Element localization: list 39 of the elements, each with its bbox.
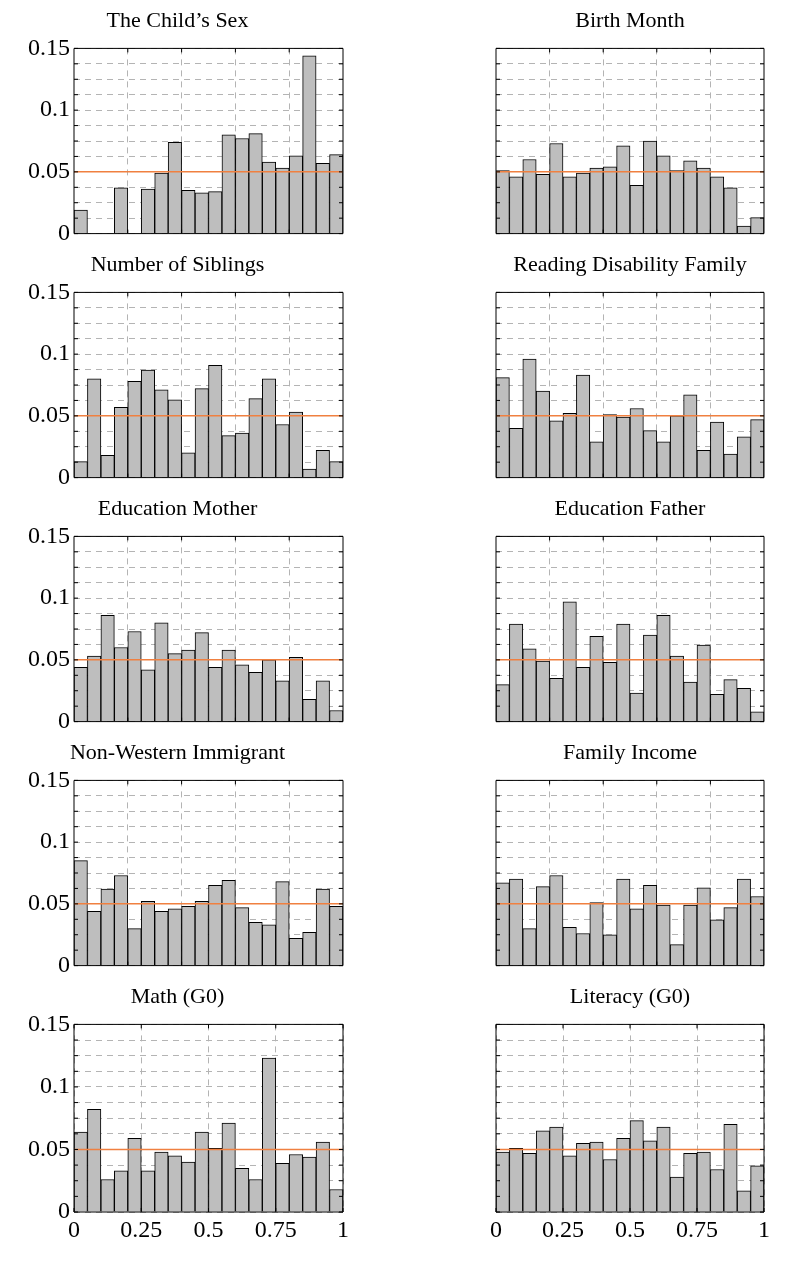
- chart-title: Birth Month: [575, 6, 685, 32]
- y-tick-label: 0.05: [28, 1134, 70, 1161]
- x-tick-label: 0.25: [542, 1215, 584, 1242]
- y-tick-label: 0.15: [28, 277, 70, 304]
- y-tick-label: 0.05: [28, 401, 70, 428]
- x-tick-label: 1: [337, 1215, 349, 1242]
- y-tick-label: 0: [58, 950, 70, 977]
- x-tick-label: 0.5: [193, 1215, 224, 1242]
- chart-title: Education Father: [554, 494, 707, 520]
- y-tick-label: 0: [58, 462, 70, 489]
- y-tick-label: 0.15: [28, 33, 70, 60]
- chart-title: Number of Siblings: [90, 250, 265, 276]
- y-tick-label: 0.1: [40, 339, 70, 366]
- x-tick-label: 0: [490, 1215, 502, 1242]
- y-tick-label: 0.05: [28, 645, 70, 672]
- y-tick-label: 0.1: [40, 95, 70, 122]
- chart-title: Reading Disability Family: [513, 250, 747, 276]
- x-tick-label: 1: [758, 1215, 770, 1242]
- chart-title: Non-Western Immigrant: [69, 738, 286, 764]
- y-tick-label: 0.15: [28, 1009, 70, 1036]
- chart-title: Family Income: [563, 738, 697, 764]
- x-tick-label: 0.5: [615, 1215, 645, 1242]
- chart-title: Education Mother: [97, 494, 258, 520]
- y-tick-label: 0.15: [28, 521, 70, 548]
- y-tick-label: 0.1: [40, 827, 70, 854]
- y-tick-label: 0.05: [28, 889, 70, 916]
- y-tick-label: 0.1: [40, 583, 70, 610]
- y-tick-label: 0.05: [28, 157, 70, 184]
- x-tick-label: 0.75: [254, 1215, 297, 1242]
- chart-title: Math (G0): [130, 982, 225, 1008]
- y-tick-label: 0: [58, 1197, 70, 1224]
- y-tick-label: 0.1: [40, 1072, 70, 1099]
- y-tick-label: 0.15: [28, 765, 70, 792]
- chart-title: The Child’s Sex: [106, 6, 249, 32]
- y-tick-label: 0: [58, 218, 70, 245]
- y-tick-label: 0: [58, 706, 70, 733]
- x-tick-label: 0.75: [676, 1215, 718, 1242]
- chart-title: Literacy (G0): [569, 982, 691, 1008]
- x-tick-label: 0.25: [120, 1215, 163, 1242]
